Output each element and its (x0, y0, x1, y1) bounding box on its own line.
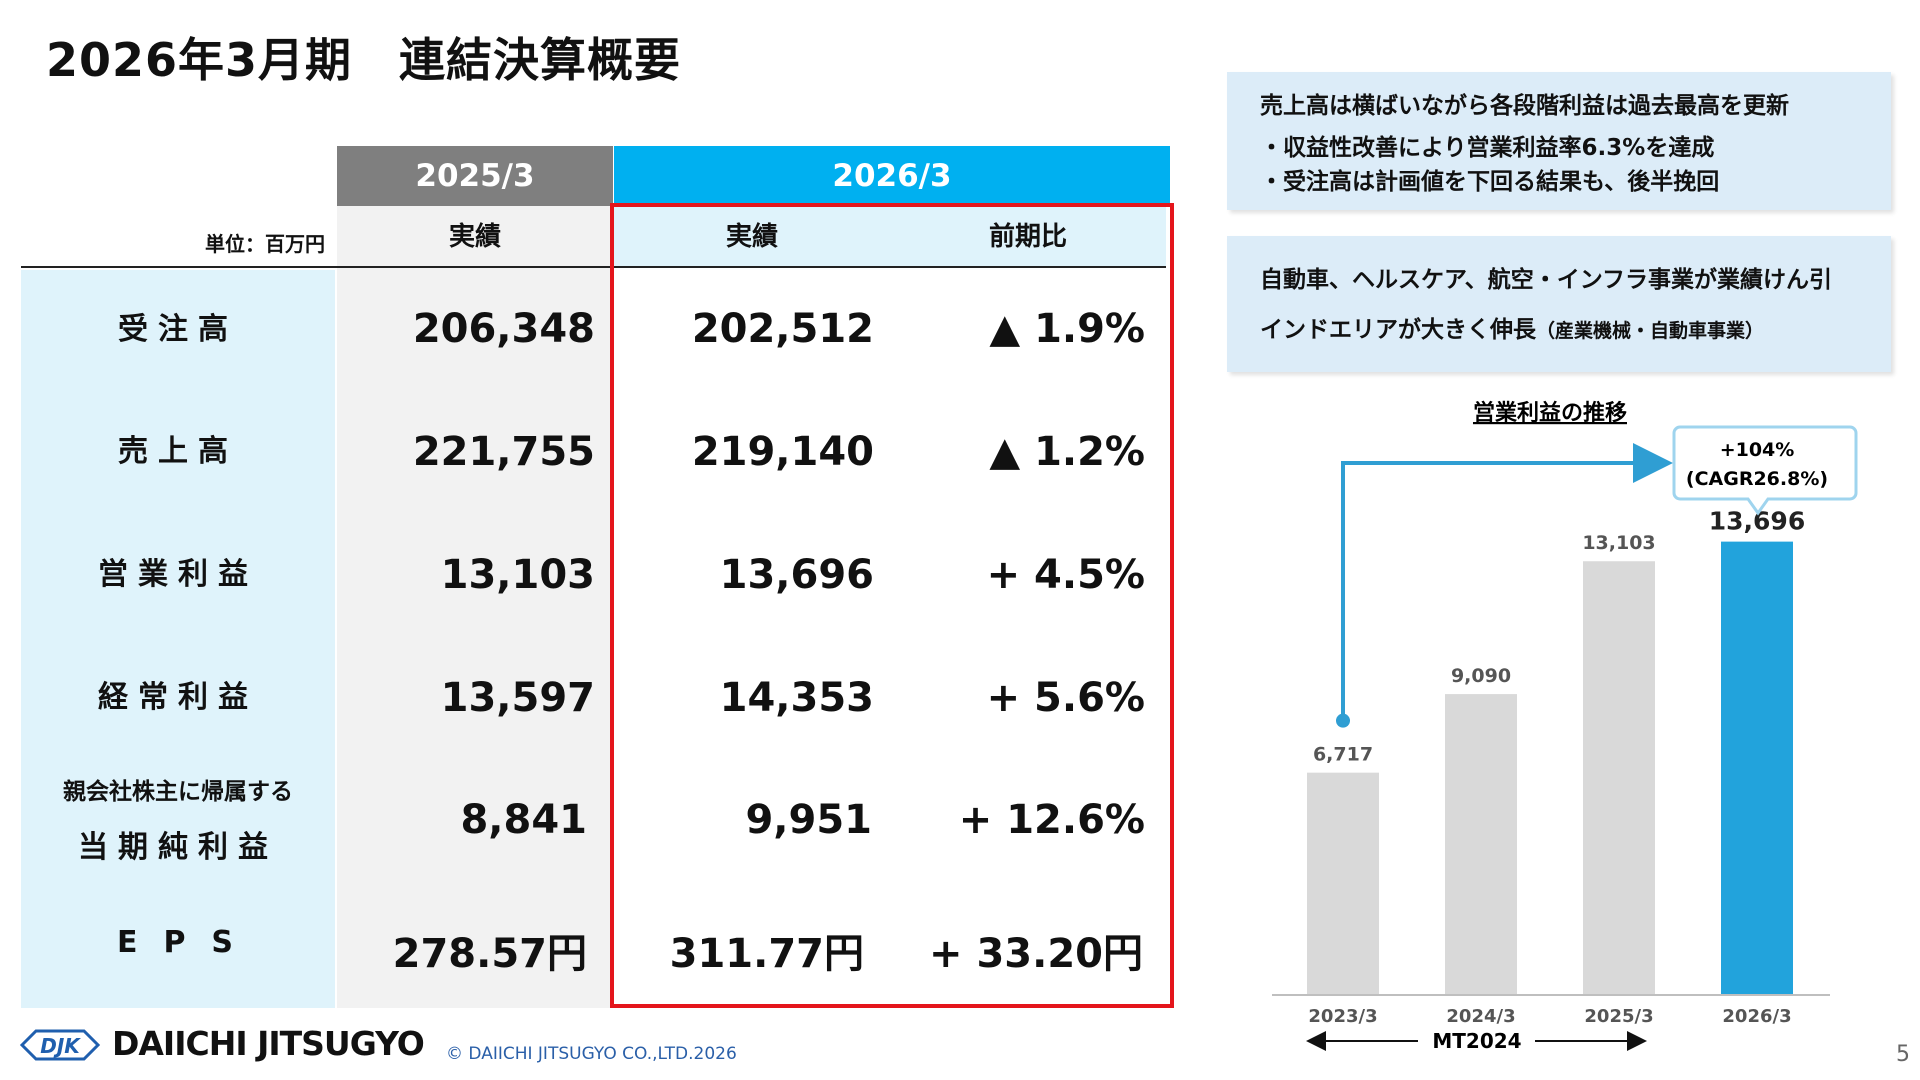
prev-column-bg (337, 206, 613, 1008)
x-tick-label-2024-3: 2024/3 (1446, 1006, 1515, 1027)
row-label-net-income: 当期純利益 (78, 830, 278, 865)
summary-note-2-line-2: インドエリアが大きく伸長（産業機械・自動車事業） (1260, 310, 1764, 344)
label-column-bg (21, 270, 335, 1008)
row-label-ordinary-profit: 経常利益 (98, 680, 258, 715)
bar-2025-3 (1583, 561, 1655, 995)
bar-value-label-2024-3: 9,090 (1451, 665, 1511, 687)
bar-value-label-2023-3: 6,717 (1313, 744, 1373, 766)
page-title: 2026年3月期 連結決算概要 (46, 33, 682, 87)
chart-title: 営業利益の推移 (1473, 400, 1627, 426)
unit-label: 単位：百万円 (205, 232, 325, 256)
row-label-sales: 売上高 (118, 434, 238, 469)
sales-prev: 221,755 (412, 429, 595, 475)
net-income-change: + 12.6% (958, 797, 1145, 843)
sales-curr: 219,140 (691, 429, 874, 475)
row-label-orders: 受注高 (118, 312, 238, 347)
company-logo-mark: DJK (19, 1029, 101, 1061)
net-income-curr: 9,951 (745, 797, 872, 843)
growth-callout: +104% (CAGR26.8%) (1672, 425, 1858, 516)
operating-profit-prev: 13,103 (440, 552, 595, 598)
callout-growth: +104% (1720, 439, 1795, 461)
header-2025-label: 2025/3 (415, 158, 535, 194)
operating-profit-curr: 13,696 (719, 552, 874, 598)
bar-2026-3 (1721, 541, 1793, 995)
eps-change: + 33.20円 (929, 931, 1143, 977)
summary-note-1: 売上高は横ばいながら各段階利益は過去最高を更新 ・収益性改善により営業利益率6.… (1227, 72, 1891, 210)
page-number: 5 (1896, 1042, 1910, 1067)
curr-subheader-bg (614, 206, 1166, 266)
highlight-frame (610, 203, 1174, 1008)
subheader-change: 前期比 (988, 221, 1067, 252)
header-divider (21, 266, 1166, 268)
header-2025: 2025/3 (337, 146, 613, 206)
operating-profit-change: + 4.5% (986, 552, 1145, 598)
sales-change: ▲ 1.2% (989, 429, 1145, 475)
orders-curr: 202,512 (691, 306, 874, 352)
row-label-net-income-prefix: 親会社株主に帰属する (63, 779, 293, 805)
subheader-curr: 実績 (725, 221, 778, 252)
orders-change: ▲ 1.9% (989, 306, 1145, 352)
row-label-eps: EPS (116, 924, 260, 960)
x-tick-label-2023-3: 2023/3 (1308, 1006, 1377, 1027)
subheader-prev: 実績 (448, 221, 501, 252)
x-tick-label-2025-3: 2025/3 (1584, 1006, 1653, 1027)
net-income-prev: 8,841 (460, 797, 587, 843)
period-label: MT2024 (1432, 1029, 1521, 1053)
bar-2023-3 (1307, 772, 1379, 995)
summary-note-2: 自動車、ヘルスケア、航空・インフラ事業が業績けん引 インドエリアが大きく伸長（産… (1227, 236, 1891, 372)
row-label-operating-profit: 営業利益 (98, 557, 258, 592)
company-name: DAIICHI JITSUGYO (112, 1024, 425, 1063)
company-logo-mark-text: DJK (40, 1034, 81, 1058)
summary-note-1-headline: 売上高は横ばいながら各段階利益は過去最高を更新 (1260, 93, 1789, 119)
summary-note-2-main: インドエリアが大きく伸長 (1260, 317, 1536, 343)
summary-note-1-bullet-1: ・収益性改善により営業利益率6.3%を達成 (1260, 135, 1715, 161)
orders-prev: 206,348 (412, 306, 595, 352)
callout-cagr: (CAGR26.8%) (1686, 468, 1828, 490)
bar-value-label-2025-3: 13,103 (1582, 532, 1655, 554)
summary-note-1-bullet-2: ・受注高は計画値を下回る結果も、後半挽回 (1260, 169, 1720, 195)
summary-note-2-line-1: 自動車、ヘルスケア、航空・インフラ事業が業績けん引 (1260, 267, 1833, 293)
ordinary-profit-curr: 14,353 (719, 675, 874, 721)
bar-2024-3 (1445, 694, 1517, 995)
header-2026-label: 2026/3 (832, 158, 952, 194)
growth-arrow (1341, 443, 1673, 721)
operating-profit-chart: 営業利益の推移 6,717 2023/3 9,090 2024/3 13,103 2025… (1272, 400, 1858, 1053)
summary-note-2-small: （産業機械・自動車事業） (1536, 320, 1765, 342)
eps-curr: 311.77円 (669, 931, 864, 977)
x-tick-label-2026-3: 2026/3 (1722, 1006, 1791, 1027)
ordinary-profit-prev: 13,597 (440, 675, 595, 721)
growth-arrow-start-dot (1336, 713, 1350, 728)
header-2026: 2026/3 (614, 146, 1170, 206)
ordinary-profit-change: + 5.6% (986, 675, 1145, 721)
eps-prev: 278.57円 (392, 931, 587, 977)
copyright: © DAIICHI JITSUGYO CO.,LTD.2026 (446, 1044, 737, 1064)
